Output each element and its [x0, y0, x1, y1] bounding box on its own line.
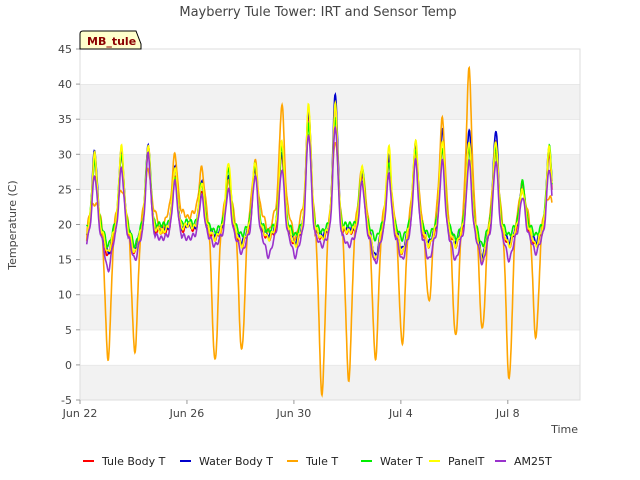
y-axis-label: Temperature (C) [6, 180, 19, 270]
badge-label: MB_tule [87, 35, 136, 48]
legend-label: AM25T [514, 455, 552, 468]
plot-band [80, 49, 580, 85]
legend-label: Tule Body T [101, 455, 166, 468]
x-tick-label: Jun 26 [169, 407, 205, 420]
x-tick-label: Jun 22 [62, 407, 98, 420]
series-lines [85, 65, 553, 398]
series-line [85, 125, 553, 273]
plot-band [80, 119, 580, 155]
plot-band [80, 329, 580, 365]
plot-band [80, 259, 580, 295]
badge-shape [79, 30, 142, 50]
y-tick-label: 20 [58, 219, 72, 232]
plot-band [80, 294, 580, 330]
plot-band [80, 364, 580, 400]
legend-label: Water Body T [199, 455, 273, 468]
x-axis-label: Time [550, 423, 578, 436]
y-tick-label: 30 [58, 148, 72, 161]
x-tick-label: Jun 30 [276, 407, 312, 420]
plot-band [80, 84, 580, 120]
y-tick-label: 45 [58, 43, 72, 56]
y-tick-label: 5 [65, 324, 72, 337]
y-axis-ticks: -5 0 5 10 15 20 25 30 35 40 45 [58, 43, 80, 407]
y-tick-label: -5 [61, 394, 72, 407]
legend-label: PanelT [448, 455, 485, 468]
chart-title: Mayberry Tule Tower: IRT and Sensor Temp [179, 5, 456, 20]
plot-band [80, 154, 580, 190]
y-tick-label: 35 [58, 113, 72, 126]
y-tick-label: 10 [58, 289, 72, 302]
x-tick-label: Jul 4 [388, 407, 413, 420]
x-tick-label: Jul 8 [495, 407, 520, 420]
y-tick-label: 0 [65, 359, 72, 372]
y-tick-label: 40 [58, 78, 72, 91]
y-tick-label: 15 [58, 254, 72, 267]
series-line [86, 99, 553, 264]
legend-label: Tule T [305, 455, 338, 468]
legend-label: Water T [380, 455, 423, 468]
y-tick-label: 25 [58, 183, 72, 196]
station-badge: MB_tule [79, 30, 142, 50]
x-axis-ticks: Jun 22 Jun 26 Jun 30 Jul 4 Jul 8 [62, 400, 520, 420]
legend: Tule Body T Water Body T Tule T Water T Pane… [83, 455, 552, 468]
